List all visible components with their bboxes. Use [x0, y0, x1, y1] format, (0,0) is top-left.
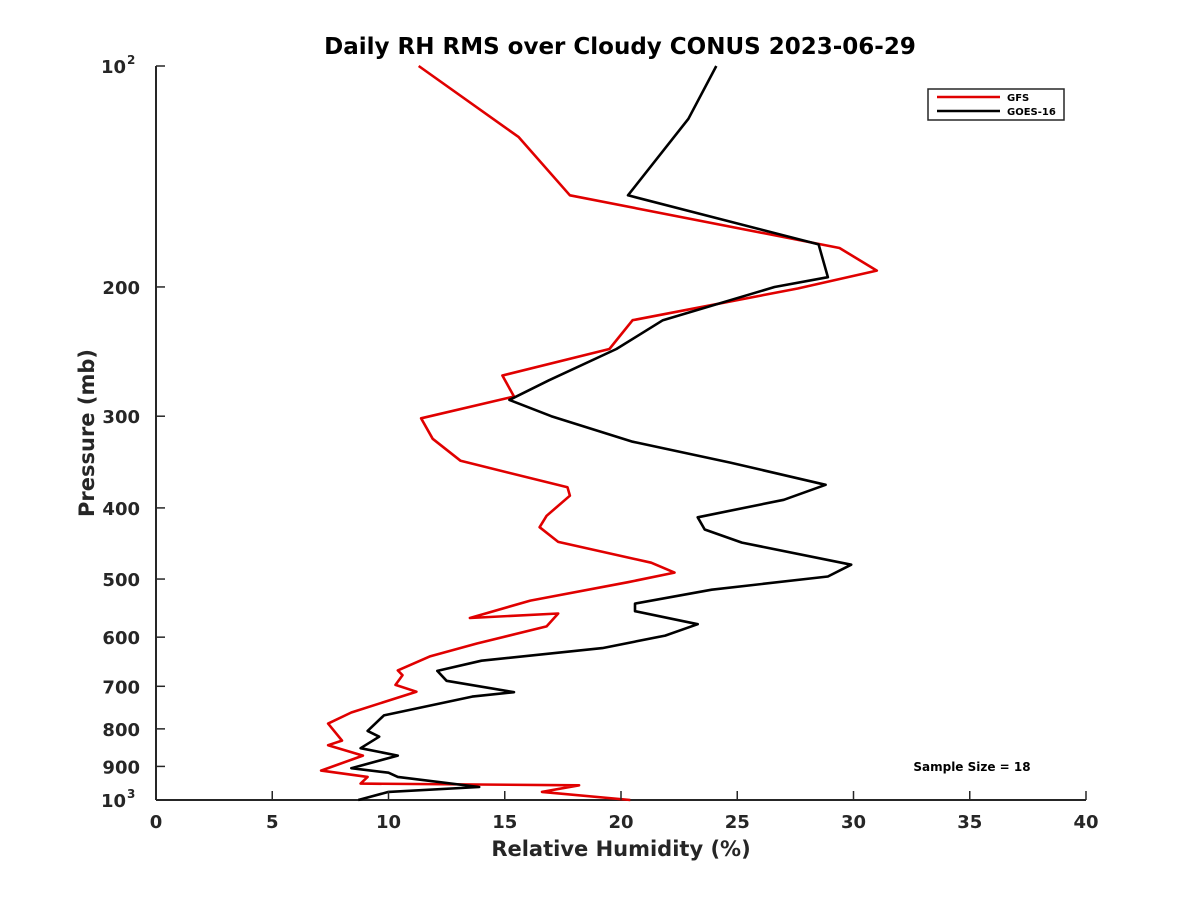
- series-line-gfs: [319, 64, 879, 802]
- x-tick-label: 20: [608, 812, 633, 833]
- plot-area: [155, 64, 1086, 802]
- x-tick-label: 25: [725, 812, 750, 833]
- y-tick-label: 600: [102, 628, 140, 649]
- y-tick-label: 500: [102, 570, 140, 591]
- sample-size-annotation: Sample Size = 18: [913, 760, 1030, 774]
- x-tick-label: 5: [266, 812, 279, 833]
- legend-label-goes16: GOES-16: [1007, 107, 1056, 118]
- y-tick-label: 10: [101, 57, 126, 78]
- x-tick-label: 40: [1073, 812, 1098, 833]
- y-tick-label: 900: [102, 757, 140, 778]
- y-tick-label: 400: [102, 499, 140, 520]
- x-tick-label: 35: [957, 812, 982, 833]
- x-tick-label: 0: [150, 812, 163, 833]
- legend-label-gfs: GFS: [1007, 93, 1029, 104]
- x-axis-ticks: 0 5 10 15 20 25 30 35 40: [150, 791, 1099, 833]
- y-tick-exponent: 2: [127, 53, 135, 67]
- legend: GFS GOES-16: [927, 88, 1065, 121]
- y-axis-label: Pressure (mb): [75, 349, 99, 517]
- x-tick-label: 15: [492, 812, 517, 833]
- y-tick-label: 800: [102, 720, 140, 741]
- y-tick-label: 700: [102, 677, 140, 698]
- y-tick-label: 200: [102, 278, 140, 299]
- series-layer: [319, 64, 879, 802]
- y-tick-exponent: 3: [127, 787, 135, 801]
- chart-title: Daily RH RMS over Cloudy CONUS 2023-06-2…: [324, 34, 916, 60]
- y-tick-label: 10: [101, 791, 126, 812]
- legend-box: [927, 88, 1065, 121]
- x-tick-label: 30: [841, 812, 866, 833]
- series-line-goes16: [349, 65, 853, 802]
- y-tick-label: 300: [102, 407, 140, 428]
- x-axis-label: Relative Humidity (%): [491, 837, 750, 861]
- x-tick-label: 10: [376, 812, 401, 833]
